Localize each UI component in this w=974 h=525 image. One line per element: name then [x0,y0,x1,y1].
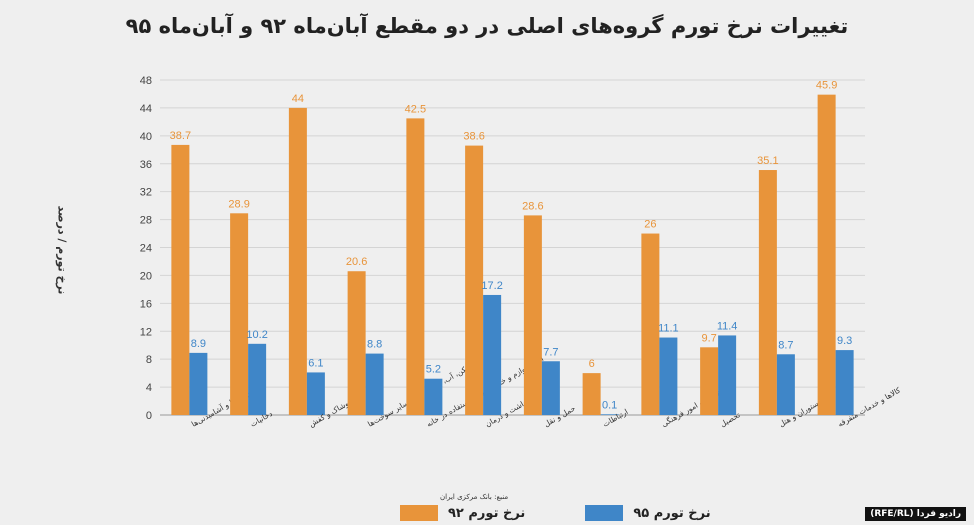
legend: نرخ تورم ۹۵ نرخ تورم ۹۲ [400,505,711,521]
data-label: 11.4 [717,320,738,332]
data-label: 35.1 [757,155,778,167]
chart-title: تغییرات نرخ تورم گروه‌های اصلی در دو مقط… [125,14,849,38]
bar [835,350,854,415]
bar [306,372,325,415]
y-tick-label: 48 [140,75,152,87]
y-tick-label: 36 [140,159,152,171]
data-label: 9.3 [837,335,852,347]
data-label: 26 [644,219,656,231]
bar [641,233,660,415]
y-tick-label: 16 [140,298,152,310]
bar [483,294,502,415]
y-tick-label: 28 [140,215,152,227]
data-label: 17.2 [481,280,502,292]
bar [582,373,601,415]
data-label: 44 [292,93,304,105]
data-label: 8.9 [191,338,206,350]
legend-label-95: نرخ تورم ۹۵ [633,505,711,521]
bar [465,145,484,415]
bar [659,337,678,415]
data-label: 28.9 [228,198,249,210]
y-tick-label: 44 [140,103,152,115]
data-label: 38.7 [170,130,191,142]
bar [776,354,795,415]
bar [288,107,307,416]
bar [171,144,190,415]
source-note: منبع: بانک مرکزی ایران [440,493,509,501]
data-label: 0.1 [602,399,617,411]
y-tick-label: 12 [140,326,152,338]
data-label: 8.8 [367,339,382,351]
y-tick-label: 8 [146,354,152,366]
data-label: 11.1 [658,323,679,335]
legend-swatch-92 [400,505,438,521]
y-tick-label: 0 [146,410,152,422]
watermark-logo: رادیو فردا (RFE/RL) [865,507,966,521]
bar [424,378,443,415]
bar [718,335,737,415]
bar [189,352,208,415]
bar [817,94,836,415]
data-label: 9.7 [701,332,716,344]
data-label: 38.6 [463,131,484,143]
data-label: 6 [589,358,595,370]
data-label: 6.1 [308,357,323,369]
bar [523,215,542,415]
data-label: 20.6 [346,256,367,268]
bar [700,347,719,415]
bar [406,118,425,416]
y-tick-label: 32 [140,187,152,199]
y-tick-label: 20 [140,270,152,282]
legend-swatch-95 [585,505,624,521]
bar [347,271,366,415]
bar [600,414,619,415]
y-tick-label: 24 [140,243,152,255]
data-label: 45.9 [816,80,837,92]
y-tick-label: 4 [146,382,152,394]
data-label: 5.2 [426,364,441,376]
data-label: 42.5 [405,103,426,115]
data-label: 7.7 [543,346,558,358]
bar [758,170,777,415]
bar [365,353,384,415]
bar [541,361,560,415]
y-tick-label: 40 [140,131,152,143]
data-label: 8.7 [778,339,793,351]
bar [230,213,249,415]
bar [248,343,267,415]
legend-label-92: نرخ تورم ۹۲ [448,505,526,521]
data-label: 10.2 [246,329,267,341]
data-label: 28.6 [522,200,543,212]
